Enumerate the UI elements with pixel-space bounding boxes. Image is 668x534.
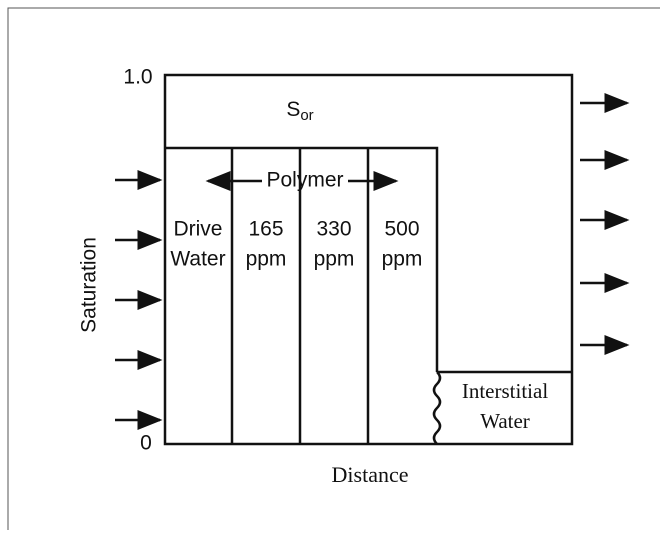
interstitial-line: Water [480, 409, 530, 433]
bank-label-line: Drive [173, 218, 222, 241]
bank-label-line: ppm [246, 248, 287, 271]
bank-label-line: 165 [248, 218, 283, 241]
outflow-arrows [580, 93, 630, 355]
bank-label-line: 500 [384, 218, 419, 241]
bank-label-line: 330 [316, 218, 351, 241]
x-axis-label: Distance [332, 462, 409, 487]
bank-label-line: Water [170, 248, 225, 271]
y-axis-label: Saturation [78, 237, 101, 333]
symbol: S [286, 98, 300, 121]
structure [163, 73, 574, 446]
y-top-label: 1.0 [123, 66, 152, 89]
polymer-label: Polymer [266, 169, 343, 192]
residual-oil-label: Sor [286, 98, 313, 124]
y-bottom-label: 0 [140, 432, 152, 455]
interstitial-label: Interstitial Water [462, 379, 548, 433]
subscript: or [300, 107, 313, 124]
bank-labels: Drive Water 165 ppm 330 ppm 500 ppm [170, 218, 422, 271]
inflow-arrows [115, 170, 163, 430]
bank-label-line: ppm [314, 248, 355, 271]
bank-label-line: ppm [382, 248, 423, 271]
frame [7, 7, 660, 530]
interstitial-line: Interstitial [462, 379, 548, 403]
